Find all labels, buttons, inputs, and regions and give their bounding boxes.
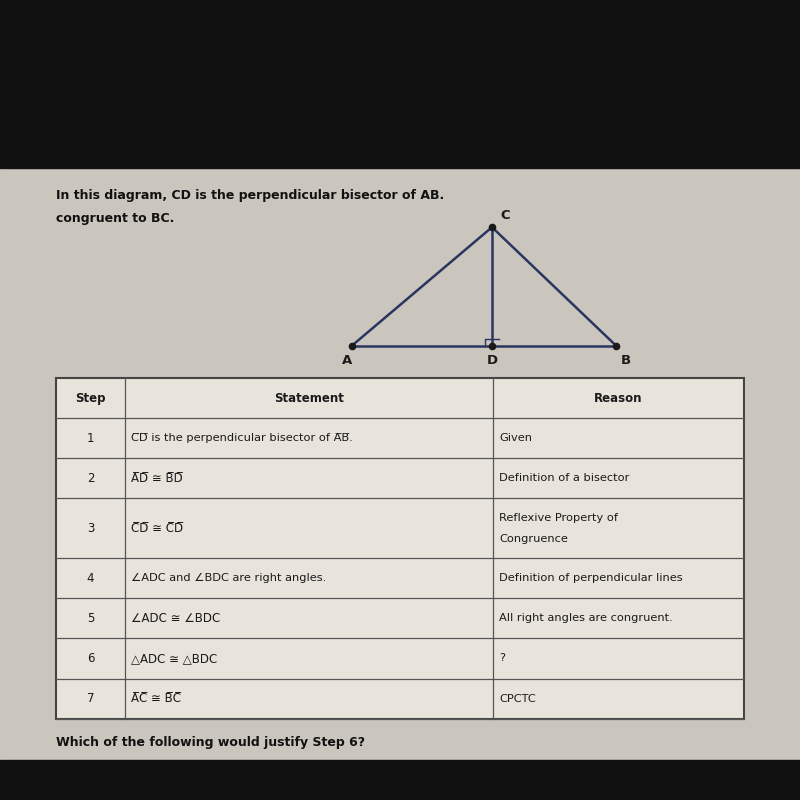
Text: congruent to BC.: congruent to BC. [56, 212, 174, 226]
Text: 7: 7 [86, 692, 94, 705]
Text: Reflexive Property of: Reflexive Property of [499, 513, 618, 523]
Text: 5: 5 [86, 612, 94, 625]
Text: A: A [342, 354, 352, 366]
Text: All right angles are congruent.: All right angles are congruent. [499, 614, 673, 623]
Text: In this diagram, CD is the perpendicular bisector of AB.: In this diagram, CD is the perpendicular… [56, 189, 444, 202]
Text: A̅D̅ ≅ B̅D̅: A̅D̅ ≅ B̅D̅ [131, 472, 182, 485]
Text: Given: Given [499, 434, 532, 443]
Text: Definition of a bisector: Definition of a bisector [499, 474, 630, 483]
Text: Reason: Reason [594, 392, 642, 405]
Text: 1: 1 [86, 432, 94, 445]
Text: Step: Step [75, 392, 106, 405]
Text: △ADC ≅ △BDC: △ADC ≅ △BDC [131, 652, 217, 665]
Text: 4: 4 [86, 572, 94, 585]
Text: 2: 2 [86, 472, 94, 485]
Text: Definition of perpendicular lines: Definition of perpendicular lines [499, 574, 682, 583]
Text: ∠ADC ≅ ∠BDC: ∠ADC ≅ ∠BDC [131, 612, 220, 625]
Text: C̅D̅ ≅ C̅D̅: C̅D̅ ≅ C̅D̅ [131, 522, 183, 535]
Text: 6: 6 [86, 652, 94, 665]
Text: Congruence: Congruence [499, 534, 568, 543]
Text: A̅C̅ ≅ B̅C̅: A̅C̅ ≅ B̅C̅ [131, 692, 181, 705]
Bar [56, 378, 744, 718]
Text: ?: ? [499, 654, 505, 663]
Bar [0, 168, 800, 760]
Text: C: C [500, 210, 510, 222]
Text: CPCTC: CPCTC [499, 694, 536, 703]
Bar [56, 378, 744, 718]
Text: ∠ADC and ∠BDC are right angles.: ∠ADC and ∠BDC are right angles. [131, 574, 326, 583]
Text: D: D [486, 354, 498, 366]
Text: B: B [621, 354, 631, 366]
Text: 3: 3 [86, 522, 94, 535]
Bar [0, 760, 800, 800]
Text: C̅D̅ is the perpendicular bisector of A̅B̅.: C̅D̅ is the perpendicular bisector of A̅… [131, 434, 353, 443]
Text: Which of the following would justify Step 6?: Which of the following would justify Ste… [56, 736, 365, 750]
Text: Statement: Statement [274, 392, 344, 405]
Bar [0, 0, 800, 168]
